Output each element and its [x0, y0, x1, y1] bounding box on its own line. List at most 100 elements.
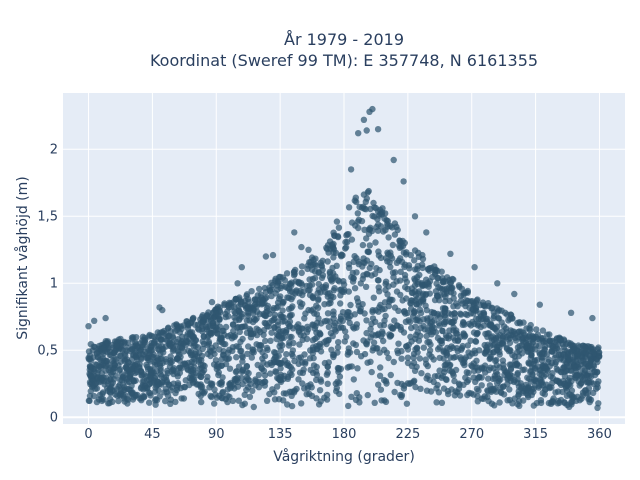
data-point — [417, 309, 425, 317]
data-point — [411, 247, 419, 254]
data-point — [364, 189, 371, 196]
data-point — [336, 373, 344, 380]
data-point — [235, 323, 242, 331]
data-point — [381, 305, 388, 313]
data-point — [546, 384, 553, 392]
data-point — [443, 334, 450, 341]
data-point — [337, 300, 344, 307]
data-point — [440, 277, 447, 285]
data-point — [348, 363, 355, 370]
data-point — [382, 280, 389, 288]
data-point — [355, 261, 362, 268]
data-point — [198, 352, 206, 360]
data-point — [327, 299, 334, 307]
data-point — [335, 365, 342, 372]
data-point — [424, 279, 431, 286]
data-point — [397, 326, 405, 333]
data-point — [361, 310, 368, 317]
data-point — [527, 360, 534, 367]
data-point — [496, 399, 503, 406]
data-point — [226, 365, 234, 372]
data-point — [298, 243, 305, 251]
data-point — [315, 296, 322, 304]
data-point — [204, 373, 211, 381]
data-point — [348, 236, 356, 243]
data-point — [414, 279, 422, 286]
data-point — [373, 265, 380, 272]
data-point — [283, 351, 290, 358]
data-point — [407, 333, 414, 340]
data-point — [516, 397, 523, 405]
y-tick-label: 2 — [50, 142, 58, 157]
data-point — [238, 374, 245, 382]
data-point — [288, 402, 296, 410]
data-point — [533, 326, 540, 333]
data-point — [198, 398, 205, 406]
data-point — [435, 389, 443, 396]
data-point — [330, 287, 337, 294]
data-point — [385, 234, 392, 241]
data-point — [391, 388, 398, 396]
data-point — [310, 261, 317, 268]
x-tick-label: 135 — [268, 427, 293, 442]
data-point — [336, 278, 343, 285]
data-point — [534, 331, 541, 338]
data-point — [152, 372, 159, 380]
data-point — [365, 248, 372, 255]
data-point — [151, 333, 158, 340]
data-point — [444, 387, 451, 395]
data-point — [488, 305, 495, 312]
data-point — [582, 360, 590, 367]
data-point — [299, 380, 306, 387]
data-point — [500, 341, 507, 348]
data-point — [561, 373, 569, 380]
data-point — [586, 398, 593, 406]
data-point — [306, 282, 313, 289]
data-point — [229, 397, 237, 405]
data-point — [266, 390, 273, 398]
data-point — [446, 345, 453, 353]
data-point — [133, 334, 140, 341]
data-point — [387, 263, 394, 271]
data-point — [469, 306, 477, 313]
data-point — [508, 314, 516, 322]
data-point — [585, 379, 593, 386]
data-point — [336, 390, 343, 398]
x-tick-label: 315 — [523, 427, 548, 442]
data-point — [140, 392, 147, 400]
data-point — [351, 311, 358, 318]
data-point — [162, 397, 169, 405]
data-point — [221, 331, 228, 338]
data-point — [250, 310, 257, 317]
data-point — [109, 379, 117, 386]
data-point — [424, 315, 431, 322]
data-point — [511, 290, 518, 298]
data-point — [402, 310, 409, 317]
data-point — [585, 385, 593, 392]
data-point — [350, 376, 357, 383]
data-point — [282, 390, 290, 397]
x-tick-label: 45 — [144, 427, 161, 442]
data-point — [431, 373, 439, 380]
data-point — [391, 317, 398, 324]
data-point — [506, 386, 513, 393]
data-point — [317, 348, 325, 355]
data-point — [328, 346, 335, 353]
data-point — [567, 340, 574, 347]
data-point — [454, 303, 461, 310]
data-point — [227, 331, 234, 339]
data-point — [154, 378, 161, 386]
data-point — [385, 354, 392, 362]
data-point — [378, 211, 386, 218]
data-point — [423, 375, 430, 382]
data-point — [494, 379, 501, 387]
data-point — [241, 400, 248, 407]
data-point — [340, 281, 348, 288]
data-point — [359, 241, 367, 249]
data-point — [463, 297, 470, 304]
data-point — [364, 391, 371, 399]
data-point — [248, 288, 255, 295]
data-point — [324, 258, 331, 265]
data-point — [567, 309, 575, 316]
data-point — [260, 359, 267, 366]
